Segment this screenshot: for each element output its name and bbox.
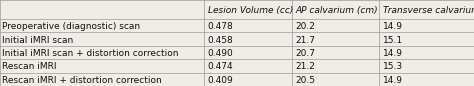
Text: 14.9: 14.9	[383, 22, 403, 31]
Text: Lesion Volume (cc): Lesion Volume (cc)	[208, 6, 293, 15]
Text: Preoperative (diagnostic) scan: Preoperative (diagnostic) scan	[2, 22, 140, 31]
Text: AP calvarium (cm): AP calvarium (cm)	[295, 6, 378, 15]
Text: 0.490: 0.490	[208, 49, 233, 58]
Text: Transverse calvarium (cm): Transverse calvarium (cm)	[383, 6, 474, 15]
Text: 20.2: 20.2	[295, 22, 315, 31]
Text: 21.7: 21.7	[295, 36, 315, 45]
Text: 14.9: 14.9	[383, 76, 403, 85]
Text: 20.7: 20.7	[295, 49, 315, 58]
Text: Initial iMRI scan: Initial iMRI scan	[2, 36, 73, 45]
Text: 15.3: 15.3	[383, 62, 403, 71]
Text: 15.1: 15.1	[383, 36, 403, 45]
Text: 20.5: 20.5	[295, 76, 315, 85]
Text: Initial iMRI scan + distortion correction: Initial iMRI scan + distortion correctio…	[2, 49, 178, 58]
Text: Rescan iMRI: Rescan iMRI	[2, 62, 56, 71]
Text: 21.2: 21.2	[295, 62, 315, 71]
Text: Rescan iMRI + distortion correction: Rescan iMRI + distortion correction	[2, 76, 162, 85]
Text: 14.9: 14.9	[383, 49, 403, 58]
Text: 0.478: 0.478	[208, 22, 233, 31]
Text: 0.458: 0.458	[208, 36, 233, 45]
Text: 0.474: 0.474	[208, 62, 233, 71]
Text: 0.409: 0.409	[208, 76, 233, 85]
